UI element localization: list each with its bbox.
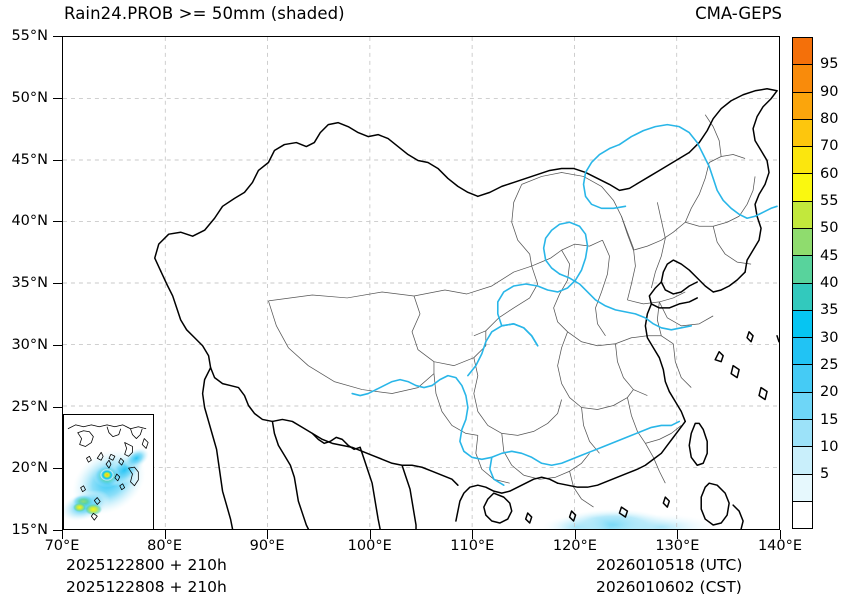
colorbar (792, 37, 813, 529)
y-label-25: 25°N (11, 398, 48, 415)
model-label: CMA-GEPS (695, 4, 782, 23)
x-tick-130 (677, 530, 679, 539)
x-tick-70 (62, 530, 63, 539)
colorbar-cell-35 (793, 310, 812, 339)
colorbar-label-95: 95 (820, 56, 839, 73)
colorbar-label-35: 35 (820, 302, 839, 319)
y-label-40: 40°N (11, 213, 48, 230)
y-tick-30 (53, 344, 62, 346)
inset-coastline (67, 424, 149, 521)
y-label-45: 45°N (11, 151, 48, 168)
x-label-80: 80°E (147, 538, 183, 554)
colorbar-label-30: 30 (820, 329, 839, 346)
colorbar-cell-25 (793, 365, 812, 393)
colorbar-cell-80 (793, 119, 812, 148)
x-label-110: 110°E (450, 538, 495, 554)
footer-valid-utc: 2026010518 (UTC) (596, 556, 743, 574)
national-boundary-coastline (153, 88, 779, 529)
y-tick-45 (53, 159, 62, 161)
grid-lines (63, 37, 779, 529)
x-tick-90 (267, 530, 269, 539)
colorbar-cell-10 (793, 447, 812, 475)
colorbar-cell-70 (793, 147, 812, 175)
y-tick-50 (53, 97, 62, 99)
colorbar-cell-40 (793, 283, 812, 311)
x-tick-100 (369, 530, 371, 539)
y-tick-15 (53, 530, 62, 531)
footer-valid-cst: 2026010602 (CST) (596, 578, 742, 596)
inset-canvas (64, 424, 150, 522)
colorbar-label-50: 50 (820, 220, 839, 237)
colorbar-label-20: 20 (820, 384, 839, 401)
colorbar-label-70: 70 (820, 138, 839, 155)
y-tick-35 (53, 283, 62, 284)
footer-init-cst: 2025122808 + 210h (66, 578, 227, 596)
y-label-55: 55°N (11, 28, 48, 44)
colorbar-label-25: 25 (820, 357, 839, 373)
colorbar-cell-5 (793, 474, 812, 502)
x-label-70: 70°E (44, 538, 80, 554)
x-tick-120 (574, 530, 576, 539)
colorbar-label-45: 45 (820, 247, 839, 264)
colorbar-label-15: 15 (820, 411, 839, 428)
y-label-20: 20°N (11, 460, 48, 477)
colorbar-label-60: 60 (820, 165, 839, 182)
x-tick-110 (472, 530, 474, 539)
x-label-100: 100°E (347, 538, 392, 554)
colorbar-cell-45 (793, 256, 812, 284)
colorbar-cell-20 (793, 392, 812, 420)
x-label-90: 90°E (249, 538, 285, 554)
colorbar-cell-95 (793, 65, 812, 93)
inset-shading (64, 447, 150, 522)
colorbar-cell-60 (793, 174, 812, 202)
y-label-50: 50°N (11, 89, 48, 106)
x-label-130: 130°E (655, 538, 700, 554)
colorbar-cell-max (793, 38, 812, 66)
colorbar-label-40: 40 (820, 275, 839, 291)
footer-init-utc: 2025122800 + 210h (66, 556, 227, 574)
x-label-140: 140°E (757, 538, 803, 554)
x-tick-140 (780, 530, 781, 539)
colorbar-cell-30 (793, 338, 812, 366)
y-tick-40 (53, 221, 62, 223)
colorbar-label-80: 80 (820, 111, 839, 127)
rivers (351, 123, 778, 486)
colorbar-label-5: 5 (820, 466, 830, 483)
colorbar-cell-55 (793, 201, 812, 229)
x-label-120: 120°E (552, 538, 597, 554)
colorbar-cell-max (793, 501, 812, 529)
colorbar-cell-50 (793, 228, 812, 257)
y-label-15: 15°N (11, 522, 48, 538)
x-tick-80 (164, 530, 166, 539)
y-tick-25 (53, 406, 62, 408)
colorbar-cell-90 (793, 92, 812, 120)
y-tick-55 (53, 36, 62, 37)
y-tick-20 (53, 468, 62, 470)
colorbar-label-90: 90 (820, 83, 839, 100)
colorbar-label-55: 55 (820, 193, 839, 209)
colorbar-cell-15 (793, 419, 812, 448)
map-plot-area (62, 36, 780, 530)
province-boundaries (268, 114, 756, 508)
page-title: Rain24.PROB >= 50mm (shaded) (64, 4, 345, 23)
y-label-30: 30°N (11, 336, 48, 353)
colorbar-label-10: 10 (820, 439, 839, 455)
y-label-35: 35°N (11, 275, 48, 291)
shaded-probability-field (542, 509, 714, 529)
map-canvas (63, 37, 779, 529)
south-china-sea-inset (63, 414, 154, 529)
